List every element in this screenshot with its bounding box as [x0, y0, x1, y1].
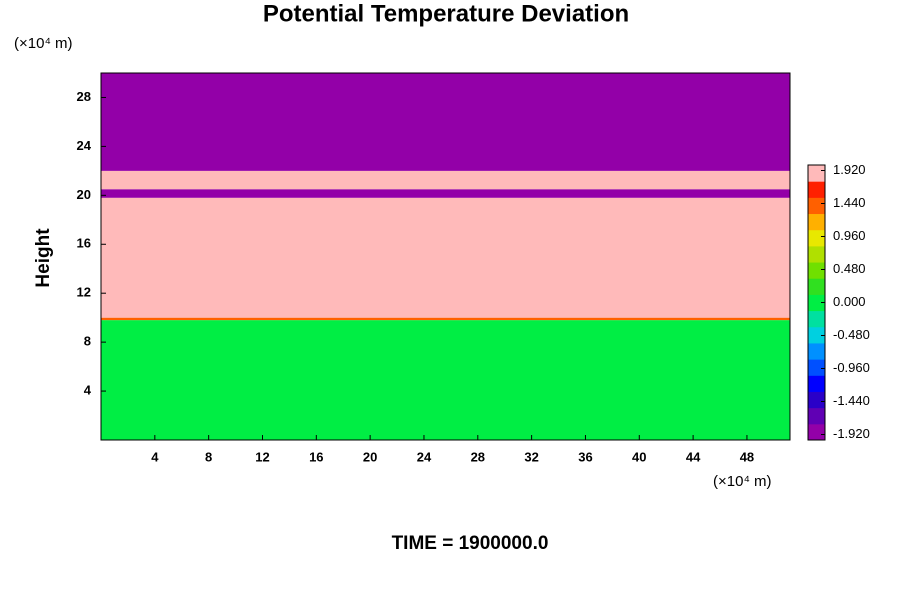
x-tick-label: 20: [363, 449, 377, 464]
colorbar-tick-label: -1.440: [833, 393, 870, 408]
y-tick-label: 24: [77, 138, 92, 153]
x-tick-label: 44: [686, 449, 701, 464]
colorbar-segment: [808, 375, 825, 392]
colorbar-segment: [808, 407, 825, 425]
colorbar-tick-label: -0.960: [833, 360, 870, 375]
colorbar-tick-label: 1.920: [833, 162, 866, 177]
y-axis-label: Height: [33, 228, 54, 288]
colorbar-segment: [808, 181, 825, 198]
contour-layer: [101, 197, 790, 318]
y-tick-label: 4: [84, 383, 92, 398]
x-unit: (×10⁴ m): [713, 473, 772, 490]
y-tick-label: 8: [84, 334, 91, 349]
y-tick-label: 20: [77, 187, 91, 202]
x-tick-label: 4: [151, 449, 159, 464]
contour-layer: [101, 317, 790, 321]
colorbar-tick-label: -1.920: [833, 426, 870, 441]
colorbar-tick-label: 0.960: [833, 228, 866, 243]
contour-layer: [101, 73, 790, 171]
x-tick-label: 16: [309, 449, 323, 464]
x-tick-label: 36: [578, 449, 592, 464]
y-tick-label: 12: [77, 285, 91, 300]
colorbar-segment: [808, 165, 825, 182]
y-tick-label: 16: [77, 236, 91, 251]
x-tick-label: 12: [255, 449, 269, 464]
x-tick-label: 28: [471, 449, 485, 464]
y-tick-label: 28: [77, 89, 91, 104]
contour-layer: [101, 320, 790, 440]
colorbar-tick-label: 1.440: [833, 195, 866, 210]
x-tick-label: 32: [524, 449, 538, 464]
chart-title: Potential Temperature Deviation: [263, 0, 629, 27]
colorbar-segment: [808, 326, 825, 344]
colorbar-tick-label: 0.000: [833, 294, 866, 309]
x-tick-label: 24: [417, 449, 432, 464]
colorbar-segment: [808, 278, 825, 295]
colorbar-segment: [808, 359, 825, 376]
colorbar-segment: [808, 213, 825, 231]
colorbar-segment: [808, 423, 825, 441]
colorbar-segment: [808, 197, 825, 215]
contour-layer: [101, 170, 790, 190]
colorbar-segment: [808, 342, 825, 360]
colorbar-segment: [808, 294, 825, 312]
x-tick-label: 40: [632, 449, 646, 464]
plot-frame: [100, 72, 791, 441]
colorbar-tick-label: -0.480: [833, 327, 870, 342]
contour-layer: [101, 189, 790, 198]
colorbar-segment: [808, 391, 825, 409]
y-unit: (×10⁴ m): [14, 35, 73, 52]
x-tick-label: 48: [740, 449, 754, 464]
colorbar-segment: [808, 245, 825, 263]
colorbar-segment: [808, 229, 825, 247]
x-tick-label: 8: [205, 449, 212, 464]
colorbar-tick-label: 0.480: [833, 261, 866, 276]
colorbar-segment: [808, 262, 825, 279]
colorbar-segment: [808, 310, 825, 328]
annotation: TIME = 1900000.0: [392, 533, 549, 554]
